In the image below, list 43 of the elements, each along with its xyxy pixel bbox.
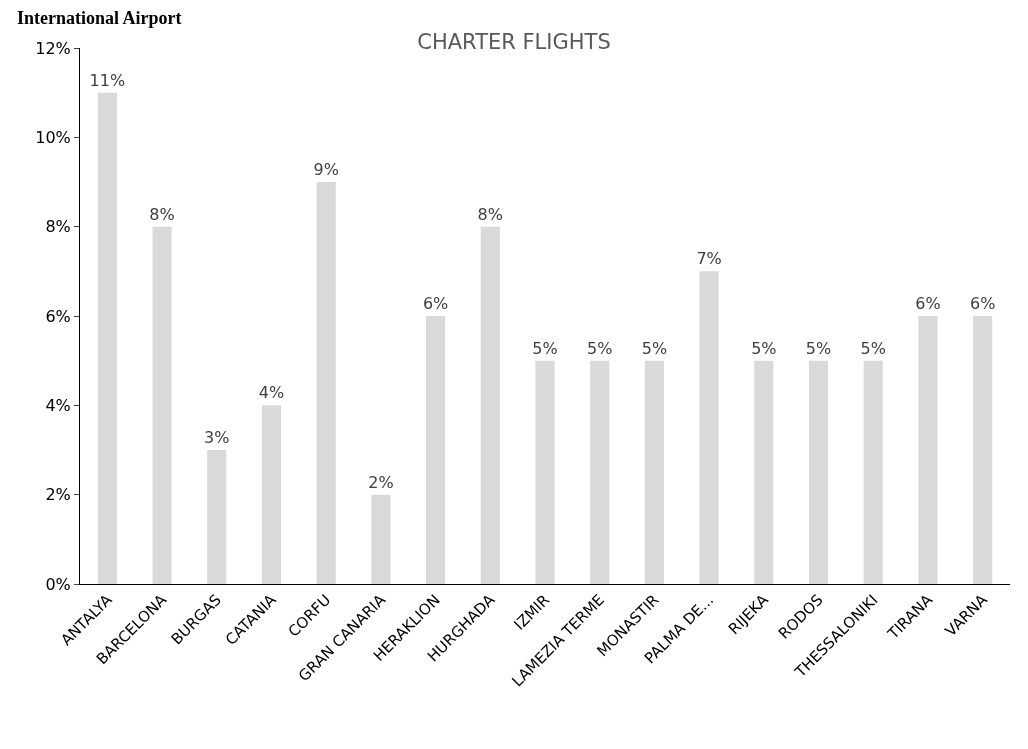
bar xyxy=(371,494,391,584)
y-tick-label: 6% xyxy=(45,306,71,326)
bar xyxy=(535,360,555,584)
y-tick-label: 12% xyxy=(35,38,71,58)
y-tick-label: 0% xyxy=(45,574,71,594)
data-label: 7% xyxy=(696,249,722,269)
data-label: 6% xyxy=(422,294,449,313)
y-tick-label: 8% xyxy=(45,217,71,237)
data-label: 4% xyxy=(258,383,285,403)
bar xyxy=(480,226,500,584)
data-label: 5% xyxy=(860,338,886,358)
text: International Airport xyxy=(17,8,182,28)
bar xyxy=(754,360,774,584)
data-label: 5% xyxy=(751,338,777,358)
data-label: 5% xyxy=(587,338,613,358)
data-label: 8% xyxy=(149,204,175,224)
data-label: 6% xyxy=(969,294,996,313)
data-label: 3% xyxy=(204,428,230,447)
data-label: 11% xyxy=(89,70,126,90)
bar xyxy=(808,360,829,584)
data-label: 8% xyxy=(477,204,503,224)
bar xyxy=(152,226,172,584)
bar xyxy=(863,360,883,584)
bar xyxy=(97,92,117,584)
y-tick-label: 4% xyxy=(45,395,71,415)
bar xyxy=(207,450,227,584)
data-label: 2% xyxy=(368,472,394,492)
bar xyxy=(973,316,993,584)
data-label: 6% xyxy=(915,294,941,313)
bar xyxy=(699,271,719,584)
y-tick-label: 10% xyxy=(35,127,71,147)
bar xyxy=(644,360,664,584)
bar xyxy=(590,360,610,584)
data-label: 9% xyxy=(313,160,339,179)
bar xyxy=(426,316,446,584)
y-tick-label: 2% xyxy=(45,485,71,505)
bar xyxy=(261,405,282,584)
bar xyxy=(918,316,938,584)
chart-title: CHARTER FLIGHTS xyxy=(417,29,611,54)
data-label: 5% xyxy=(532,338,558,358)
data-label: 5% xyxy=(641,338,668,358)
bar xyxy=(316,182,336,584)
data-label: 5% xyxy=(805,338,832,358)
